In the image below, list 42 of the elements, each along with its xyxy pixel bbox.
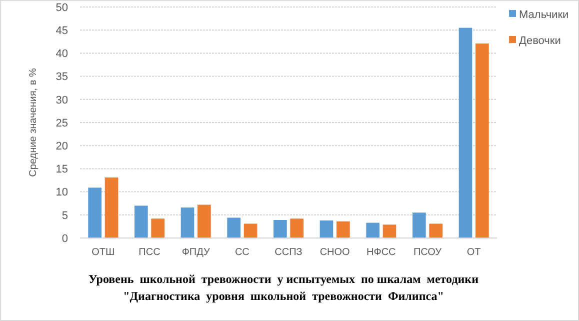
bar [476, 44, 489, 238]
bar [320, 220, 334, 238]
x-tick-label: ФПДУ [182, 247, 210, 258]
bar [198, 204, 211, 238]
y-tick-label: 40 [56, 48, 68, 60]
y-tick-label: 0 [62, 232, 68, 245]
bar [273, 220, 287, 238]
bar [336, 221, 350, 238]
bar [134, 206, 148, 238]
x-tick-label: ПСС [138, 247, 160, 258]
x-tick-label: ССПЗ [274, 247, 302, 258]
bar [366, 222, 380, 238]
x-tick-label: ПСОУ [413, 247, 442, 258]
bar [180, 208, 194, 238]
y-tick-label: 15 [56, 164, 68, 176]
y-tick-label: 45 [56, 24, 68, 37]
bar [244, 224, 258, 238]
bar [382, 224, 396, 238]
x-tick-label: ОТ [466, 247, 481, 258]
y-tick-label: 35 [56, 71, 68, 84]
x-tick-label: СНОО [320, 247, 350, 258]
y-tick-label: 20 [56, 140, 68, 152]
text: Уровень школьной тревожности у испытуемых по шкалам методики "Диагностика уровня школьной тревожности Филипса" [88, 272, 479, 303]
bar [412, 212, 426, 238]
y-tick-label: 5 [62, 210, 68, 222]
y-tick-label: 25 [56, 117, 68, 130]
y-tick-label: 50 [56, 2, 68, 14]
y-tick-label: 30 [56, 94, 68, 106]
x-tick-label: СС [234, 247, 250, 258]
bar [227, 218, 240, 238]
bar [429, 224, 443, 238]
x-tick-label: ОТШ [92, 247, 115, 258]
bar [104, 177, 118, 238]
y-axis-title: Средние значения, в % [28, 68, 39, 177]
legend-label: Мальчики [519, 8, 569, 21]
bar [458, 28, 472, 238]
y-tick-label: 10 [56, 186, 68, 199]
bar [290, 218, 304, 238]
legend-label: Девочки [519, 34, 561, 47]
bar [88, 188, 102, 238]
bar [151, 218, 165, 238]
x-tick-label: НФСС [366, 247, 396, 258]
